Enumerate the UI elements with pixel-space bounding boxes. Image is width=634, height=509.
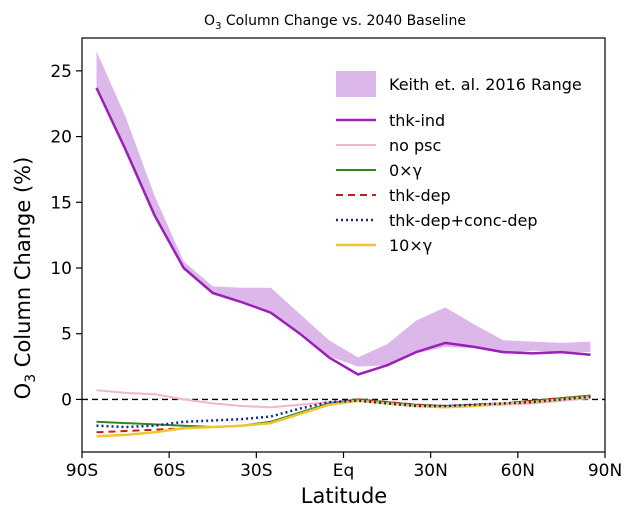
x-tick-label: 60N [501, 461, 535, 481]
plot-area [82, 51, 605, 438]
series-line-5 [96, 395, 591, 438]
plot-frame [81, 37, 606, 453]
y-tick-label: 10 [50, 259, 72, 279]
legend: Keith et. al. 2016 Range thk-ind no psc 0×γ… [336, 71, 582, 255]
x-tick-label: Eq [333, 461, 355, 481]
axis-ticks: 90S 60S 30S Eq 30N 60N 90N 0 5 10 15 20 25 [50, 62, 622, 481]
legend-label-1: no psc [389, 136, 441, 155]
y-tick-label: 15 [50, 193, 72, 213]
legend-label-3: thk-dep [389, 186, 451, 205]
y-tick-label: 5 [61, 325, 72, 345]
series-line-0 [95, 87, 591, 376]
legend-label-4: thk-dep+conc-dep [389, 211, 537, 230]
x-tick-label: 30N [413, 461, 447, 481]
x-axis-title: Latitude [301, 484, 387, 508]
keith-range-band [96, 51, 591, 367]
x-tick-label: 30S [240, 461, 272, 481]
y-tick-label: 0 [61, 390, 72, 410]
legend-label-2: 0×γ [389, 161, 422, 180]
x-tick-label: 60S [153, 461, 185, 481]
y-axis-title: O3 Column Change (%) [11, 157, 39, 400]
y-tick-label: 25 [50, 62, 72, 82]
legend-label-band: Keith et. al. 2016 Range [389, 75, 582, 94]
x-tick-label: 90S [66, 461, 98, 481]
legend-label-0: thk-ind [389, 111, 445, 130]
legend-swatch-band [336, 71, 376, 97]
y-tick-label: 20 [50, 128, 72, 148]
x-tick-label: 90N [588, 461, 622, 481]
legend-label-5: 10×γ [389, 236, 432, 255]
chart-title: O3 Column Change vs. 2040 Baseline [204, 13, 466, 32]
